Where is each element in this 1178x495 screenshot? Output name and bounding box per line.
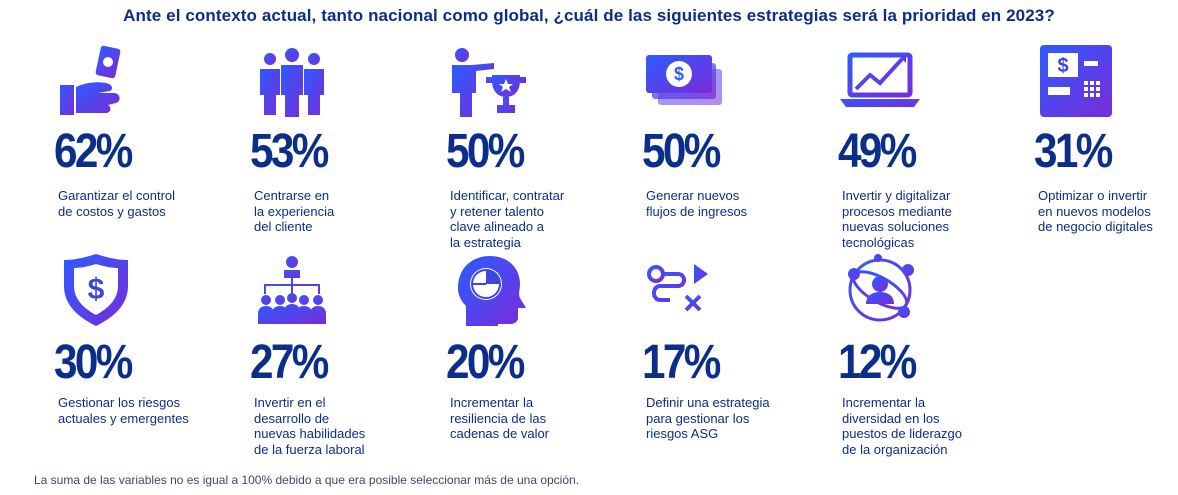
people-group-icon bbox=[252, 45, 332, 117]
stat-label: Gestionar los riesgos actuales y emergen… bbox=[58, 395, 189, 426]
stat-label: Definir una estrategia para gestionar lo… bbox=[646, 395, 770, 441]
org-chart-icon bbox=[252, 254, 332, 326]
person-trophy-icon bbox=[448, 45, 528, 117]
svg-text:$: $ bbox=[674, 64, 684, 84]
shield-dollar-icon: $ bbox=[56, 254, 136, 326]
footnote: La suma de las variables no es igual a 1… bbox=[34, 473, 580, 487]
stat-value: 30% bbox=[54, 336, 133, 389]
stat-label: Optimizar o invertir en nuevos modelos d… bbox=[1038, 188, 1153, 234]
stat-label: Incrementar la resiliencia de las cadena… bbox=[450, 395, 550, 441]
chart-title: Ante el contexto actual, tanto nacional … bbox=[123, 6, 1055, 25]
stat-value: 62% bbox=[54, 125, 133, 178]
stat-value: 50% bbox=[446, 125, 525, 178]
route-strategy-icon bbox=[644, 254, 724, 326]
head-piechart-icon bbox=[448, 254, 528, 326]
stat-value: 27% bbox=[250, 336, 329, 389]
stat-value: 31% bbox=[1034, 125, 1113, 178]
stat-value: 20% bbox=[446, 336, 525, 389]
svg-text:$: $ bbox=[88, 273, 105, 306]
stat-value: 49% bbox=[838, 125, 917, 178]
stat-value: 12% bbox=[838, 336, 917, 389]
laptop-growth-icon bbox=[840, 45, 920, 117]
stat-value: 53% bbox=[250, 125, 329, 178]
stat-label: Generar nuevos flujos de ingresos bbox=[646, 188, 748, 219]
stat-label: Identificar, contratar y retener talento… bbox=[450, 188, 565, 250]
hand-money-icon bbox=[56, 45, 136, 117]
stat-label: Incrementar la diversidad en los puestos… bbox=[842, 395, 962, 457]
diversity-orbit-icon bbox=[840, 254, 920, 326]
stat-label: Centrarse en la experiencia del cliente bbox=[254, 188, 335, 234]
stat-value: 17% bbox=[642, 336, 721, 389]
banknotes-icon: $ bbox=[644, 45, 724, 117]
stat-label: Invertir y digitalizar procesos mediante… bbox=[842, 188, 952, 250]
svg-text:$: $ bbox=[1057, 55, 1068, 77]
atm-icon: $ bbox=[1036, 45, 1116, 117]
stat-label: Garantizar el control de costos y gastos bbox=[58, 188, 176, 219]
stat-label: Invertir en el desarrollo de nuevas habi… bbox=[254, 395, 366, 457]
stat-value: 50% bbox=[642, 125, 721, 178]
